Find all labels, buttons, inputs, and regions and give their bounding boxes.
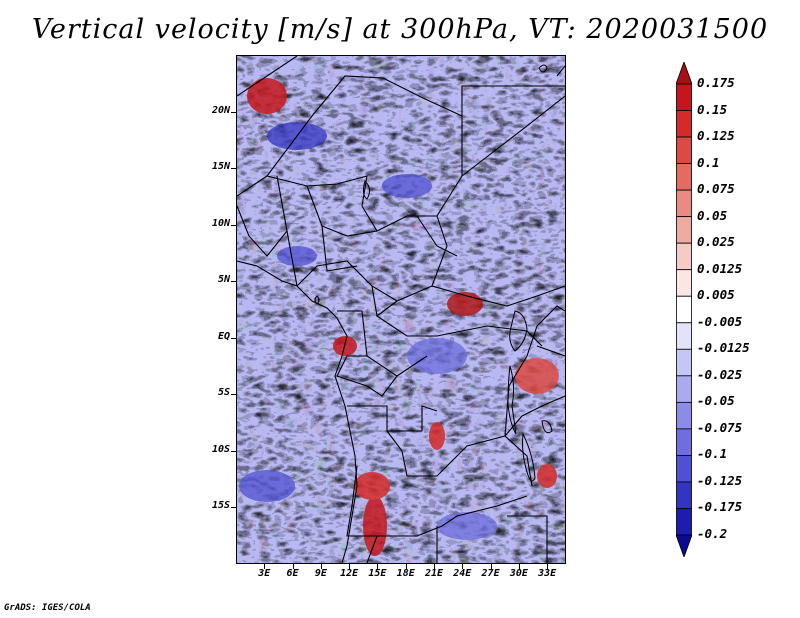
lon-label: 33E <box>538 568 557 579</box>
colorbar-label: 0.005 <box>697 287 735 303</box>
lat-tick <box>231 224 236 226</box>
chart-title: Vertical velocity [m/s] at 300hPa, VT: 2… <box>31 14 769 45</box>
colorbar-bin <box>676 401 692 430</box>
colorbar-label: 0.025 <box>697 234 735 250</box>
lon-tick <box>377 564 379 569</box>
lat-label: 5N <box>217 274 230 286</box>
lon-tick <box>320 564 322 569</box>
colorbar-bin <box>676 242 692 271</box>
lat-tick <box>231 337 236 339</box>
lat-tick <box>231 507 236 509</box>
colorbar-label: -0.2 <box>697 526 728 541</box>
lon-label: 24E <box>453 568 472 579</box>
lon-tick <box>518 564 520 569</box>
lon-label: 21E <box>424 568 444 579</box>
lon-tick <box>462 564 464 569</box>
colorbar-label: 0.125 <box>697 128 735 144</box>
colorbar-label: -0.025 <box>697 366 743 382</box>
lat-label: 10N <box>211 217 230 229</box>
colorbar-label: 0.1 <box>697 154 720 170</box>
lon-label: 27E <box>481 568 500 579</box>
colorbar-bin <box>676 428 692 456</box>
colorbar-bin <box>676 83 692 111</box>
colorbar-bin <box>676 189 692 218</box>
colorbar-label: -0.125 <box>697 472 743 488</box>
lon-label: 9E <box>314 568 327 579</box>
colorbar-label: -0.175 <box>697 499 743 515</box>
vertical-velocity-map <box>237 56 565 563</box>
colorbar-label: 0.0125 <box>697 260 743 276</box>
lon-label: 3E <box>258 568 271 579</box>
colorbar-label: -0.1 <box>697 446 728 462</box>
colorbar-label: -0.05 <box>697 393 735 409</box>
colorbar-bin <box>676 322 692 350</box>
lat-tick <box>231 394 236 396</box>
lat-label: EQ <box>217 330 230 342</box>
lon-tick <box>547 564 549 569</box>
lat-label: 10S <box>211 443 230 455</box>
colorbar-bin <box>676 455 692 483</box>
lat-tick <box>231 168 236 170</box>
lon-label: 12E <box>340 568 359 579</box>
lon-tick <box>405 564 407 569</box>
lat-tick <box>231 281 236 283</box>
colorbar-bin <box>676 481 692 509</box>
grads-credit: GrADS: IGES/COLA <box>4 603 91 613</box>
colorbar-bin <box>676 295 692 324</box>
lat-label: 5S <box>217 387 230 399</box>
lat-label: 15N <box>211 161 230 173</box>
lon-tick <box>264 564 266 569</box>
colorbar-label: 0.05 <box>697 207 728 223</box>
lon-label: 6E <box>286 568 299 579</box>
lon-tick <box>434 564 435 569</box>
colorbar <box>676 62 692 557</box>
colorbar-label: -0.075 <box>697 419 743 435</box>
lat-label: 15S <box>211 500 230 512</box>
colorbar-bin <box>676 216 692 244</box>
lat-label: 20N <box>211 104 230 116</box>
map-panel <box>236 55 566 564</box>
strong-updraft-cells <box>247 78 559 556</box>
lon-label: 15E <box>368 568 387 579</box>
colorbar-label: -0.005 <box>697 313 743 329</box>
lon-label: 18E <box>396 568 415 579</box>
colorbar-max-arrow <box>676 62 692 85</box>
colorbar-label: 0.15 <box>697 101 728 117</box>
lon-tick <box>349 564 351 569</box>
lon-tick <box>292 564 294 569</box>
colorbar-bin <box>676 375 692 403</box>
colorbar-min-arrow <box>676 534 692 557</box>
colorbar-label: 0.175 <box>697 75 735 90</box>
colorbar-label: -0.0125 <box>697 340 750 356</box>
colorbar-bin <box>676 163 692 191</box>
colorbar-bin <box>676 136 692 164</box>
lon-tick <box>490 564 492 569</box>
colorbar-bin <box>676 110 692 138</box>
lon-label: 30E <box>509 568 528 579</box>
coastline <box>237 260 358 563</box>
colorbar-bin <box>676 348 692 377</box>
lat-tick <box>231 450 236 452</box>
colorbar-label: 0.075 <box>697 181 735 197</box>
lakes <box>314 64 553 482</box>
colorbar-bin <box>676 269 692 297</box>
country-boundaries <box>237 56 565 563</box>
lat-tick <box>231 111 236 113</box>
colorbar-bin <box>676 508 692 536</box>
